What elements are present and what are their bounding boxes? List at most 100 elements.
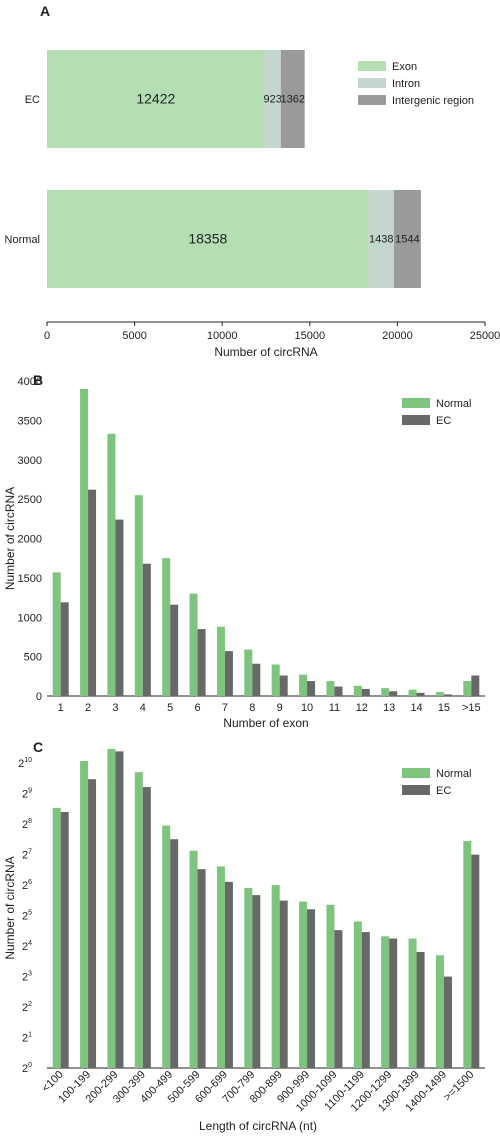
bar-segment-exon	[47, 190, 369, 288]
bar-normal	[408, 689, 417, 696]
bar-ec	[115, 519, 124, 696]
bar-ec	[471, 675, 480, 696]
bar-normal	[107, 433, 116, 696]
bar-normal	[80, 388, 89, 696]
panel-letter-b: B	[33, 372, 43, 388]
bar-normal	[162, 558, 171, 696]
bar-ec	[60, 811, 69, 1068]
y-tick-label: 2500	[18, 494, 42, 506]
legend-label: EC	[436, 415, 451, 427]
x-tick-label: 12	[356, 702, 368, 714]
y-axis-label: Number of circRNA	[3, 856, 17, 959]
legend-swatch	[402, 768, 430, 778]
legend-swatch	[358, 78, 386, 88]
y-tick-label: 26	[22, 879, 32, 892]
legend-swatch	[402, 785, 430, 795]
bar-segment-intron	[264, 50, 281, 148]
x-tick-label: 9	[277, 702, 283, 714]
bar-segment-exon	[47, 50, 265, 148]
bar-normal	[244, 887, 253, 1068]
y-tick-label: 21	[22, 1032, 32, 1045]
x-tick-label: >15	[462, 702, 481, 714]
legend-label: Intergenic region	[392, 95, 474, 107]
legend-label: Intron	[392, 78, 420, 90]
y-tick-label: 24	[22, 940, 32, 953]
y-tick-label: 4000	[18, 376, 42, 388]
panel-c: C 20 21 22 23 24 25 26 27 28 29 210 Number of circRN…	[3, 739, 485, 1133]
y-tick-label: 1500	[18, 573, 42, 585]
x-axis-label: Length of circRNA (nt)	[199, 1119, 317, 1133]
bar-ec	[443, 694, 452, 696]
bar-ec	[142, 787, 151, 1068]
bar-ec	[88, 489, 97, 696]
bar-ec	[361, 932, 370, 1068]
bar-normal	[381, 688, 390, 696]
x-axis-label: Number of circRNA	[214, 345, 317, 359]
bar-ec	[389, 691, 398, 696]
legend-swatch	[402, 398, 430, 408]
legend-swatch	[358, 61, 386, 71]
panel-letter-c: C	[33, 739, 43, 755]
data-label: 12422	[136, 91, 175, 107]
data-label: 1362	[280, 94, 304, 106]
y-tick-label: 3500	[18, 415, 42, 427]
bar-normal	[244, 649, 253, 696]
bar-ec	[252, 663, 261, 696]
x-tick-label: 20000	[382, 330, 413, 342]
bar-normal	[326, 681, 335, 696]
bar-ec	[224, 651, 233, 696]
x-tick-label: 5	[167, 702, 173, 714]
x-tick-label: 6	[195, 702, 201, 714]
data-label: 18358	[188, 231, 227, 247]
x-tick-label: 15000	[295, 330, 326, 342]
bar-ec	[307, 681, 316, 696]
x-tick-label: 25000	[470, 330, 500, 342]
bar-ec	[416, 951, 425, 1068]
bar-ec	[170, 839, 179, 1068]
legend-label: EC	[436, 785, 451, 797]
x-tick-label: 2	[85, 702, 91, 714]
x-tick-label: >=1500	[442, 1069, 477, 1104]
y-tick-label: 1000	[18, 612, 42, 624]
y-tick-label: 210	[18, 757, 32, 770]
bar-ec	[142, 563, 151, 696]
x-tick-label: 15	[438, 702, 450, 714]
legend-label: Normal	[436, 398, 471, 410]
bar-ec	[279, 900, 288, 1068]
bar-normal	[408, 938, 417, 1068]
bar-ec	[279, 675, 288, 696]
x-tick-label: 1	[58, 702, 64, 714]
bar-normal	[52, 807, 61, 1068]
x-tick-label: 3	[112, 702, 118, 714]
bar-normal	[299, 674, 308, 696]
bar-ec	[197, 629, 206, 696]
bar-normal	[353, 921, 362, 1068]
bar-normal	[299, 901, 308, 1068]
bar-normal	[162, 825, 171, 1068]
y-tick-label: 500	[24, 652, 42, 664]
category-label: Normal	[5, 234, 40, 246]
bar-normal	[216, 626, 225, 696]
bar-normal	[134, 495, 143, 696]
bar-ec	[471, 854, 480, 1068]
data-label: 1544	[395, 234, 419, 246]
x-tick-label: 0	[44, 330, 50, 342]
bar-normal	[134, 772, 143, 1068]
bar-segment-intergenic-region	[393, 190, 421, 288]
bar-normal	[107, 748, 116, 1068]
bar-normal	[271, 664, 280, 696]
bar-ec	[389, 938, 398, 1068]
bar-ec	[361, 688, 370, 696]
legend-swatch	[402, 415, 430, 425]
bar-ec	[115, 751, 124, 1068]
bar-ec	[88, 779, 97, 1068]
x-tick-label: 4	[140, 702, 146, 714]
x-tick-label: 11	[329, 702, 340, 714]
bar-normal	[216, 866, 225, 1068]
bar-normal	[326, 904, 335, 1068]
bar-normal	[189, 850, 198, 1068]
x-tick-label: 13	[383, 702, 395, 714]
x-tick-label: 7	[222, 702, 228, 714]
bar-normal	[463, 840, 472, 1068]
